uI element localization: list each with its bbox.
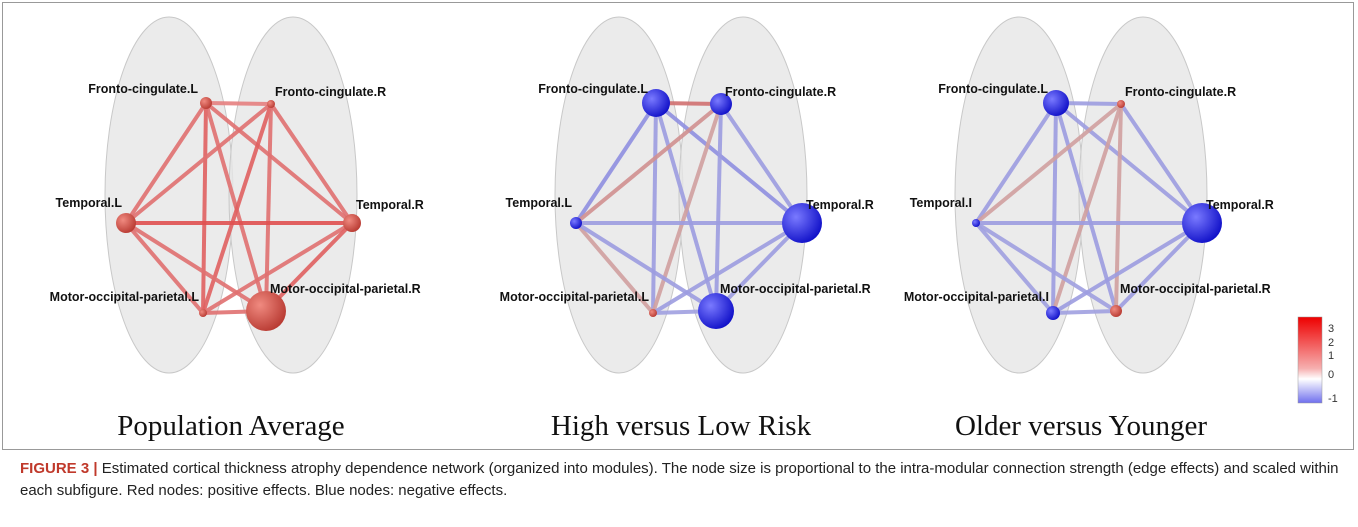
node-label: Motor-occipital-parietal.L	[50, 290, 200, 304]
node-label: Motor-occipital-parietal.R	[270, 282, 421, 296]
node	[972, 219, 980, 227]
brain-right	[1079, 17, 1207, 373]
node-label: Fronto-cingulate.L	[538, 82, 648, 96]
node	[116, 213, 136, 233]
colorbar-tick: 1	[1328, 350, 1334, 362]
brain-left	[955, 17, 1083, 373]
node-label: Temporal.R	[806, 198, 874, 212]
colorbar-tick: -1	[1328, 393, 1338, 405]
node	[1117, 100, 1125, 108]
edge	[1053, 311, 1116, 313]
node-label: Motor-occipital-parietal.I	[904, 290, 1049, 304]
node-label: Temporal.R	[356, 198, 424, 212]
node	[200, 97, 212, 109]
node-label: Fronto-cingulate.L	[938, 82, 1048, 96]
node	[199, 309, 207, 317]
caption-text: Estimated cortical thickness atrophy dep…	[20, 460, 1339, 499]
caption: FIGURE 3 | Estimated cortical thickness …	[20, 458, 1340, 502]
node-label: Fronto-cingulate.R	[275, 85, 386, 99]
brain-left	[555, 17, 683, 373]
panel-title: High versus Low Risk	[551, 410, 812, 442]
node-label: Motor-occipital-parietal.R	[1120, 282, 1271, 296]
node-label: Temporal.I	[910, 196, 972, 210]
node-label: Temporal.R	[1206, 198, 1274, 212]
brain-left	[105, 17, 233, 373]
node	[570, 217, 582, 229]
node	[1046, 306, 1060, 320]
figure: Fronto-cingulate.L Fronto-cingulate.R Temp…	[3, 3, 1353, 449]
panel-title: Older versus Younger	[955, 410, 1207, 442]
brain-right	[679, 17, 807, 373]
node	[649, 309, 657, 317]
colorbar-tick: 3	[1328, 323, 1334, 335]
colorbar	[1298, 317, 1322, 403]
node-label: Temporal.L	[56, 196, 123, 210]
panel-title: Population Average	[117, 410, 344, 442]
node	[343, 214, 361, 232]
node-label: Motor-occipital-parietal.R	[720, 282, 871, 296]
edge	[206, 103, 271, 104]
node	[698, 293, 734, 329]
node	[267, 100, 275, 108]
page: {"figure": { "panels": [ {"title": "Popu…	[0, 0, 1358, 527]
node-label: Motor-occipital-parietal.L	[500, 290, 650, 304]
node-label: Fronto-cingulate.L	[88, 82, 198, 96]
colorbar-tick: 0	[1328, 369, 1334, 381]
figure-frame: Fronto-cingulate.L Fronto-cingulate.R Temp…	[2, 2, 1354, 450]
node-label: Temporal.L	[506, 196, 573, 210]
node-label: Fronto-cingulate.R	[725, 85, 836, 99]
caption-label: FIGURE 3 |	[20, 460, 98, 477]
colorbar-tick: 2	[1328, 337, 1334, 349]
node	[1110, 305, 1122, 317]
node-label: Fronto-cingulate.R	[1125, 85, 1236, 99]
node	[246, 291, 286, 331]
